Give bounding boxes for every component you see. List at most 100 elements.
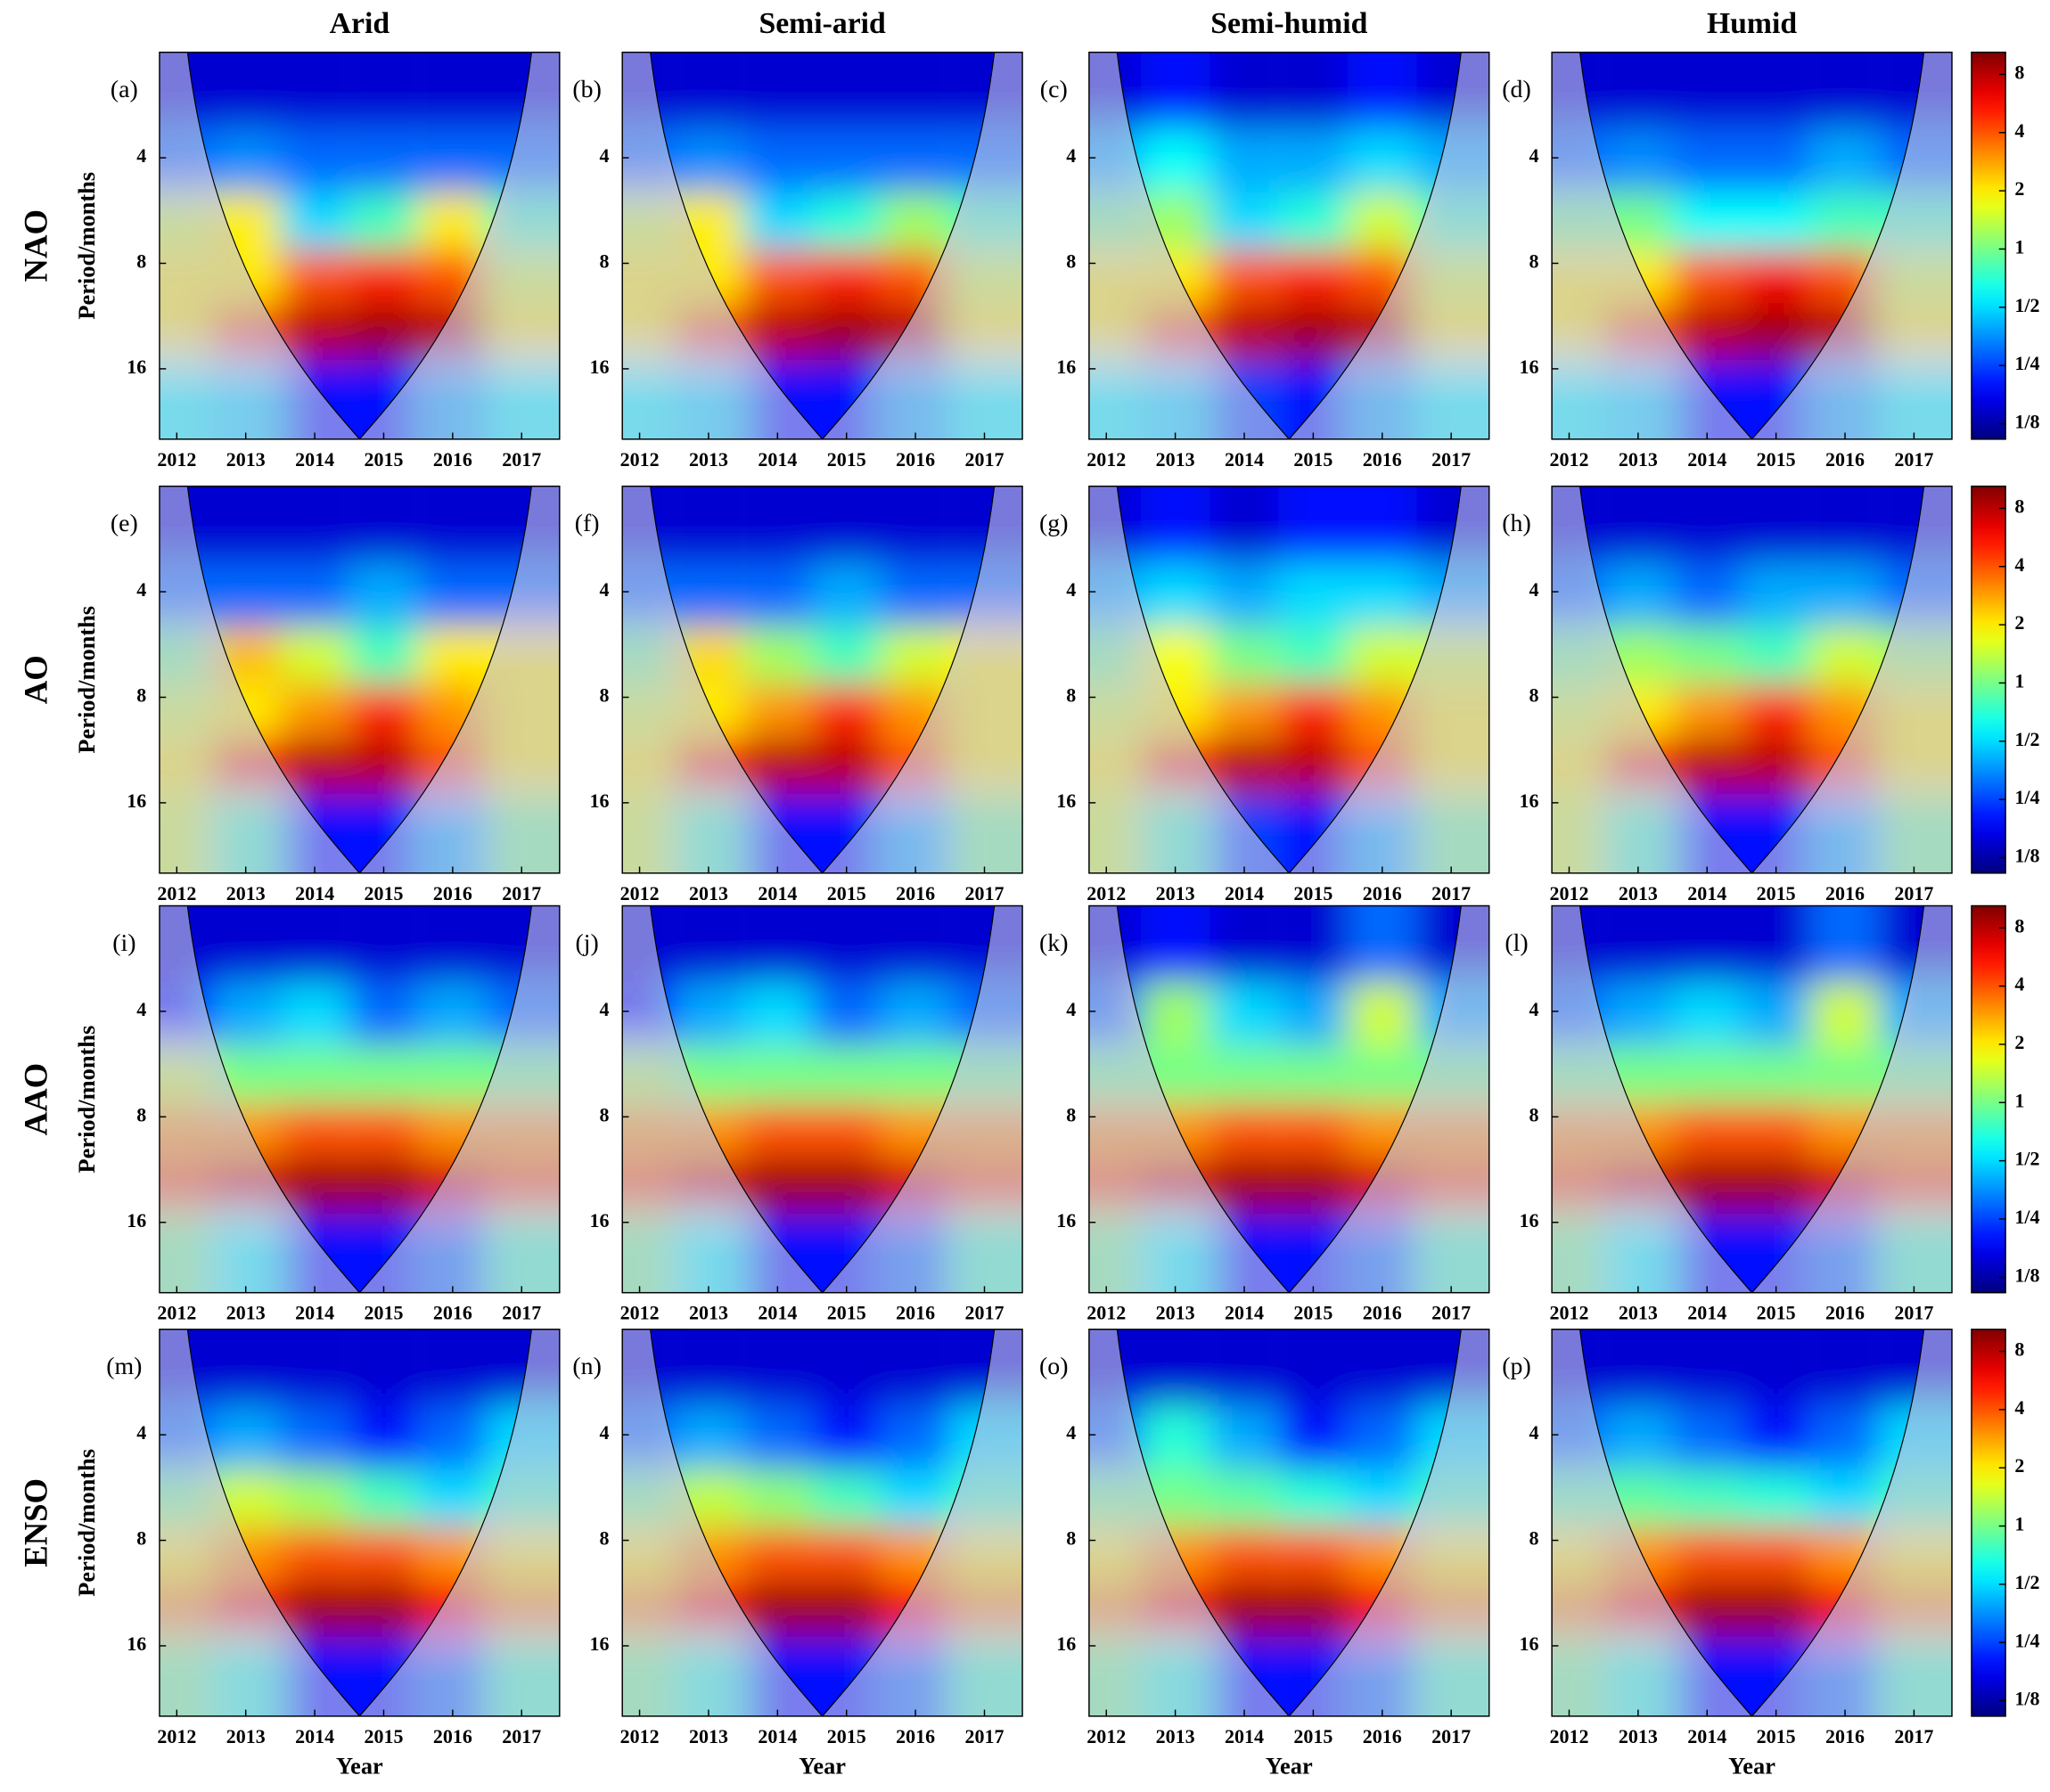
x-tick-label: 2015: [1293, 1302, 1332, 1324]
heatmap-cell: [881, 486, 950, 563]
y-tick-label: 16: [127, 356, 146, 378]
colorbar-tick-label: 1/8: [2014, 845, 2039, 867]
heatmap-cell: [1140, 52, 1210, 129]
y-tick-label: 4: [1529, 578, 1538, 601]
heatmap-cell: [674, 562, 743, 626]
cone-shade: [1088, 486, 1290, 873]
heatmap-cell: [348, 192, 419, 250]
panel-label: (g): [1039, 510, 1069, 537]
heatmap-cell: [742, 303, 813, 361]
cone-shade: [1552, 486, 1752, 873]
x-tick-label: 2014: [295, 1302, 334, 1324]
heatmap-cell: [1672, 737, 1742, 794]
heatmap-cell: [1672, 1405, 1742, 1469]
x-tick-label: 2016: [1825, 1302, 1865, 1324]
colorbar-tick-label: 8: [2014, 61, 2024, 83]
heatmap-cell: [1741, 250, 1811, 304]
colorbar-tick-label: 1/2: [2014, 1571, 2039, 1593]
plot-area: [1552, 1329, 1952, 1716]
x-tick-label: 2015: [1293, 1725, 1332, 1747]
cone-shade: [1088, 1329, 1290, 1716]
x-tick-label: 2015: [827, 1302, 866, 1324]
plot-area: [159, 52, 560, 439]
x-tick-label: 2015: [1757, 1725, 1796, 1747]
heatmap-cell: [674, 1405, 743, 1469]
y-axis-label: Period/months: [73, 606, 100, 754]
heatmap-cell: [348, 1157, 419, 1214]
x-tick-label: 2016: [433, 882, 472, 904]
heatmap-cell: [1603, 128, 1673, 192]
colorbar-tick-label: 1: [2014, 236, 2024, 258]
x-tick-label: 2016: [1825, 1725, 1865, 1747]
row-title: NAO: [17, 209, 53, 282]
x-tick-label: 2012: [620, 882, 660, 904]
row-title: AO: [17, 655, 53, 704]
plot-area: [1552, 905, 1952, 1293]
colorbar: [1971, 1329, 2006, 1717]
heatmap-cell: [1278, 250, 1349, 304]
x-tick-label: 2013: [1156, 1302, 1195, 1324]
heatmap-cell: [742, 683, 813, 738]
heatmap-cell: [1210, 1329, 1279, 1406]
colorbar-tick-label: 1/2: [2014, 1148, 2039, 1170]
heatmap-cell: [1210, 486, 1279, 563]
colorbar-tick-label: 2: [2014, 1454, 2024, 1477]
panel-label: (d): [1502, 76, 1530, 103]
x-tick-label: 2016: [1363, 882, 1402, 904]
heatmap-cell: [418, 128, 488, 192]
colorbar-tick-label: 1/4: [2014, 1206, 2039, 1228]
cone-shade: [1088, 905, 1290, 1293]
heatmap-cell: [1672, 982, 1742, 1046]
heatmap-cell: [1672, 250, 1742, 304]
heatmap-cell: [1278, 1469, 1349, 1528]
heatmap-cell: [812, 303, 882, 361]
panel-label: (a): [111, 76, 138, 103]
heatmap-cell: [812, 1157, 882, 1214]
x-tick-label: 2012: [1549, 448, 1588, 471]
x-tick-label: 2017: [965, 1302, 1004, 1324]
heatmap-cell: [881, 1469, 950, 1528]
x-tick-label: 2016: [896, 1725, 935, 1747]
heatmap-cell: [1278, 982, 1349, 1046]
y-tick-label: 8: [1529, 684, 1538, 707]
heatmap-cell: [348, 303, 419, 361]
heatmap-cell: [1810, 52, 1880, 129]
heatmap-cell: [1278, 128, 1349, 192]
heatmap-cell: [1672, 1157, 1742, 1214]
x-tick-label: 2012: [1086, 1302, 1126, 1324]
heatmap-cell: [1810, 982, 1880, 1046]
plot-area: [1088, 1329, 1489, 1716]
heatmap-cell: [418, 52, 488, 129]
x-tick-label: 2015: [1293, 448, 1332, 471]
y-tick-label: 8: [600, 250, 610, 273]
heatmap-cell: [742, 1329, 813, 1406]
heatmap-cell: [1741, 303, 1811, 361]
plot-frame: [1551, 485, 1953, 874]
y-tick-label: 16: [1056, 356, 1076, 378]
cone-shade: [359, 52, 560, 439]
panel-label: (e): [111, 510, 138, 537]
x-tick-label: 2015: [1757, 1302, 1796, 1324]
y-tick-label: 8: [600, 1103, 610, 1125]
y-tick-label: 8: [136, 1527, 146, 1550]
heatmap-cell: [1210, 1103, 1279, 1158]
y-tick-label: 16: [1519, 1632, 1538, 1655]
colorbar: [1971, 904, 2006, 1294]
heatmap-cell: [418, 905, 488, 983]
heatmap-cell: [1210, 626, 1279, 684]
panel-label: (b): [572, 76, 602, 103]
heatmap-cell: [280, 1469, 349, 1528]
panel-label: (h): [1502, 510, 1530, 537]
heatmap-cell: [280, 562, 349, 626]
heatmap-cell: [1278, 52, 1349, 129]
plot-frame: [159, 904, 561, 1294]
heatmap-cell: [1603, 52, 1673, 129]
heatmap-cell: [1278, 683, 1349, 738]
heatmap-cell: [211, 1329, 281, 1406]
heatmap-cell: [280, 1405, 349, 1469]
colorbar-tick-label: 1: [2014, 1513, 2024, 1535]
colorbar-tick-label: 1/4: [2014, 1629, 2039, 1651]
cone-shade: [1088, 52, 1290, 439]
heatmap-cell: [1140, 905, 1210, 983]
